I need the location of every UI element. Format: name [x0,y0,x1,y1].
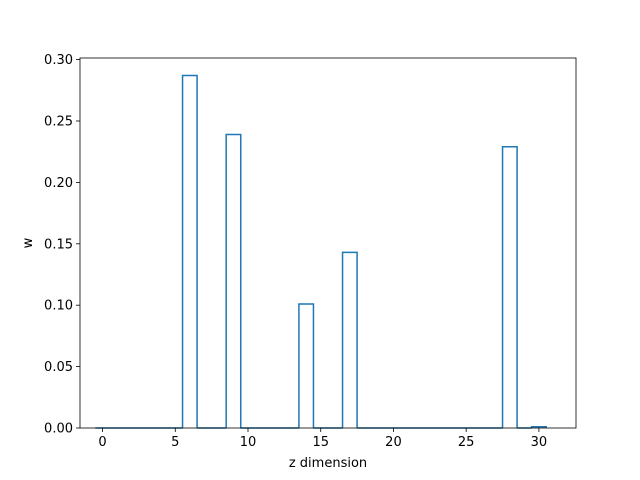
x-tick-label: 0 [98,435,106,450]
plot-area-frame [79,57,577,429]
y-tick-label: 0.05 [44,360,73,375]
x-axis-label: z dimension [289,456,367,471]
y-tick-label: 0.30 [44,53,73,68]
x-tick-label: 15 [312,435,329,450]
bar [181,74,198,428]
x-tick-label: 30 [531,435,548,450]
bar [225,133,242,428]
y-tick-label: 0.10 [44,299,73,314]
x-tick-label: 10 [240,435,257,450]
y-axis-ticks: 0.00 0.05 0.10 0.15 0.20 0.25 0.30 [44,53,80,437]
y-tick-label: 0.00 [44,422,73,437]
x-axis-ticks: 0 5 10 15 20 25 30 [98,428,547,450]
bar [501,146,518,428]
y-tick-label: 0.20 [44,176,73,191]
bar [530,426,547,428]
bar [341,251,358,428]
y-axis-label: w [21,237,36,248]
y-tick-label: 0.25 [44,114,73,129]
x-tick-label: 5 [171,435,179,450]
x-tick-label: 20 [385,435,402,450]
y-tick-label: 0.15 [44,237,73,252]
x-tick-label: 25 [458,435,475,450]
bar [298,303,315,428]
